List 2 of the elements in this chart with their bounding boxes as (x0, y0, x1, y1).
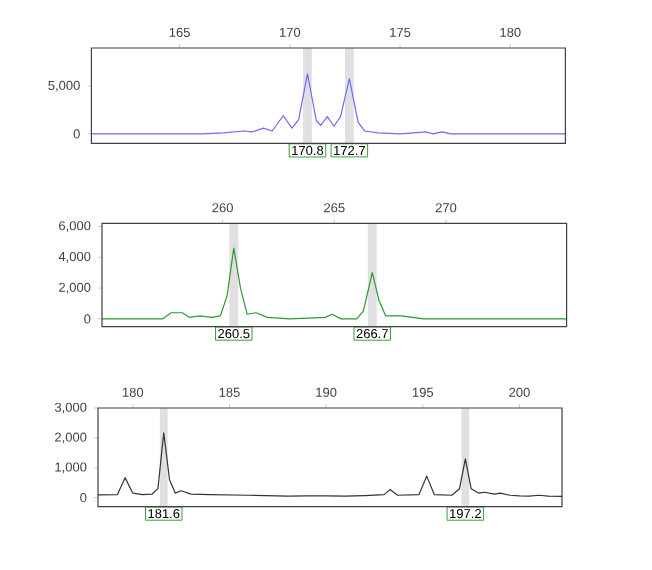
line-series (90, 73, 567, 135)
line-series (97, 432, 563, 498)
